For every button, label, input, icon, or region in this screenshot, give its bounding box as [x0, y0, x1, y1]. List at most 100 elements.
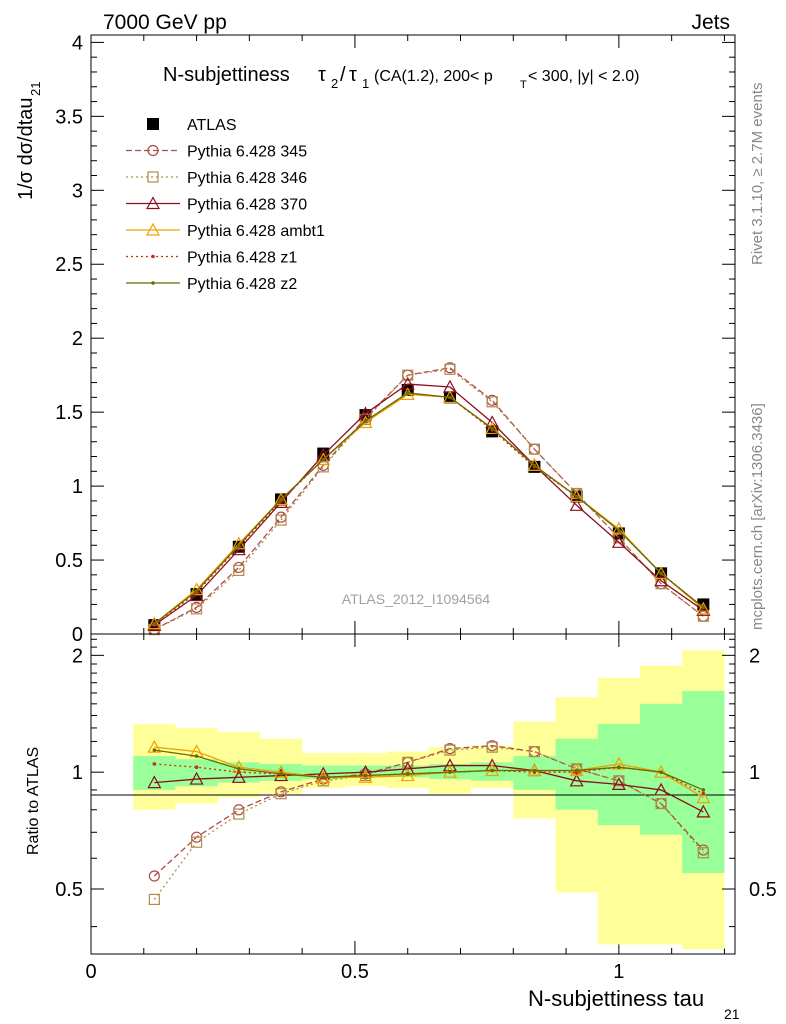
title-cuts-a: (CA(1.2), 200< p [374, 68, 493, 85]
title-cuts-sub: T [520, 79, 527, 91]
title-prefix: N-subjettiness [163, 64, 290, 86]
data-point [316, 452, 331, 466]
ratio-point [363, 773, 368, 778]
header-right: Jets [691, 11, 730, 34]
ratio-point [655, 797, 667, 810]
ratio-point [274, 768, 289, 782]
data-point [237, 543, 241, 548]
ratio-point [274, 764, 289, 778]
x-tick-label: 0.5 [341, 961, 369, 983]
mcplots-label: mcplots.cern.ch [arXiv:1306.3436] [749, 403, 766, 630]
legend-label: Pythia 6.428 ambt1 [187, 223, 325, 240]
ratio-line [154, 764, 704, 813]
ylabel-main-sub: 21 [28, 82, 43, 96]
data-point [528, 443, 541, 455]
data-point [147, 617, 162, 631]
legend-marker [151, 281, 155, 285]
ratio-point [659, 770, 663, 774]
data-point [569, 498, 584, 511]
ratio-y-tick-label-right: 1 [749, 762, 760, 784]
data-point [405, 391, 410, 395]
ratio-line [154, 746, 704, 799]
series-line [154, 368, 704, 631]
data-point [358, 415, 373, 429]
ratio-line [154, 749, 704, 791]
data-point [611, 535, 626, 548]
data-point [194, 589, 199, 593]
ratio-point [233, 808, 245, 820]
x-axis-label: N-subjettiness tau [528, 986, 704, 1011]
legend-label: ATLAS [187, 117, 237, 134]
ratio-point [275, 788, 287, 800]
data-point [402, 369, 414, 381]
data-point [569, 489, 584, 503]
data-point [444, 363, 456, 375]
legend-marker [147, 118, 159, 130]
data-point [279, 497, 283, 502]
data-point [147, 616, 162, 630]
legend-entry: Pythia 6.428 ambt1 [126, 222, 325, 240]
title-tau1: τ [349, 64, 357, 86]
series-6 [152, 391, 706, 626]
ratio-point [194, 765, 199, 769]
ratio-point [486, 741, 498, 753]
ratio-y-tick-label: 2 [72, 645, 83, 667]
ratio-point [613, 775, 625, 787]
band-inner-bin [682, 690, 725, 873]
data-point [233, 561, 245, 574]
y-tick-label: 2.5 [55, 254, 83, 276]
title-sub2: 2 [331, 76, 338, 91]
series-2 [148, 363, 709, 636]
data-point [490, 426, 494, 431]
ratio-point [448, 770, 452, 774]
y-tick-label: 0.5 [55, 550, 83, 572]
data-point [486, 396, 498, 408]
series-line [153, 393, 704, 625]
ylabel-main-text: 1/σ dσ/dtau [15, 97, 37, 200]
ratio-point [152, 762, 157, 766]
legend-marker [151, 254, 155, 259]
ratio-series-layer [147, 739, 711, 906]
data-point [697, 610, 709, 622]
data-point [696, 601, 711, 615]
ratio-point [569, 773, 584, 787]
title-tau2: τ [318, 64, 326, 86]
main-series-layer [147, 362, 711, 636]
title-sub1: 1 [362, 76, 369, 91]
band-inner-bin [386, 765, 429, 778]
plot-title: N-subjettiness τ 2 / τ 1 (CA(1.2), 200< … [163, 64, 640, 91]
data-point [485, 421, 500, 435]
y-tick-label: 1 [72, 476, 83, 498]
data-point [696, 603, 711, 616]
data-point [317, 461, 329, 473]
data-point [701, 605, 706, 610]
ratio-point [697, 847, 709, 859]
ratio-point [189, 771, 204, 785]
header-left: 7000 GeV pp [103, 11, 227, 34]
legend-label: Pythia 6.428 z2 [187, 276, 297, 293]
ratio-point [152, 748, 157, 752]
ratio-point [405, 772, 410, 776]
ratio-point [237, 767, 241, 771]
ratio-frame [90, 633, 736, 955]
legend-entry: Pythia 6.428 345 [126, 144, 307, 161]
y-tick-label: 4 [72, 32, 83, 54]
legend-entry: Pythia 6.428 z2 [126, 276, 297, 293]
data-point [189, 582, 204, 596]
ratio-axes: 0.5 0.5 1 1 2 2 [55, 638, 777, 928]
analysis-id: ATLAS_2012_I1094564 [342, 591, 491, 607]
data-point [321, 457, 326, 462]
data-point [448, 395, 452, 400]
ratio-point [279, 772, 283, 776]
ratio-point [400, 768, 415, 782]
data-point [363, 419, 368, 423]
legend-entry: Pythia 6.428 370 [126, 196, 307, 214]
ratio-point [617, 765, 621, 769]
ratio-panel: 0.5 0.5 1 1 2 2 [55, 633, 777, 955]
band-inner-bin [133, 756, 176, 790]
ratio-point [194, 754, 199, 758]
x-tick-label: 0 [85, 961, 96, 983]
legend-label: Pythia 6.428 z1 [187, 250, 297, 267]
y-tick-label: 3.5 [55, 106, 83, 128]
